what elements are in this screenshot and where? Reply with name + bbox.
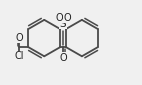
Text: O: O [63,12,71,23]
Text: O: O [16,33,23,43]
Text: Cl: Cl [15,51,24,61]
Text: S: S [60,19,66,29]
Text: O: O [55,12,63,23]
Text: O: O [59,53,67,62]
